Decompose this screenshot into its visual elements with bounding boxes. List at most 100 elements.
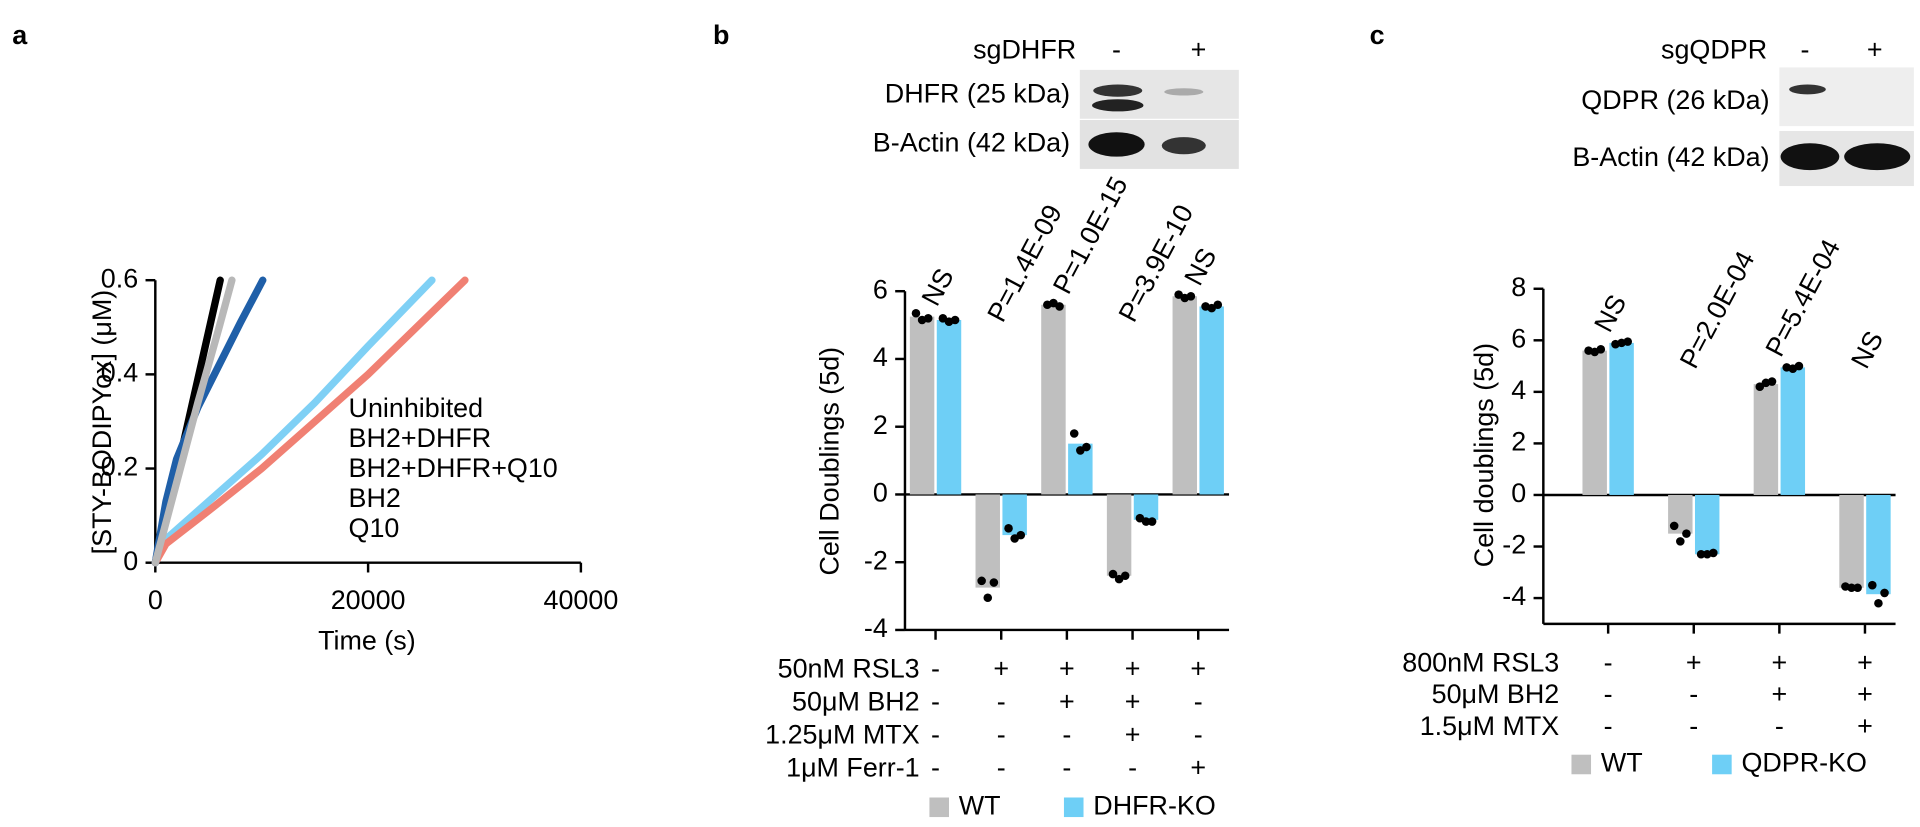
legend-entry: Uninhibited (349, 393, 484, 423)
replicate-point (950, 315, 960, 325)
replicate-point (1874, 598, 1883, 608)
panel-label: c (1370, 20, 1385, 50)
blot-image (1779, 67, 1914, 187)
y-tick-label: 2 (1511, 427, 1526, 457)
replicate-point (1794, 361, 1804, 371)
y-tick-label: 0.6 (101, 263, 138, 293)
replicate-point (923, 314, 933, 323)
treatment-sign: - (931, 752, 940, 782)
y-tick-label: 6 (873, 274, 888, 304)
treatment-sign: - (1062, 719, 1071, 749)
bar (1753, 384, 1779, 495)
replicate-point (1141, 517, 1151, 526)
replicate-point (1213, 300, 1223, 310)
treatment-sign: + (1857, 711, 1873, 741)
y-tick-label: 8 (1511, 272, 1526, 302)
blot-row-label: DHFR (25 kDa) (885, 79, 1070, 109)
legend-entry: QDPR-KO (1741, 748, 1867, 778)
bar (936, 320, 962, 495)
treatment-sign: + (1125, 719, 1141, 749)
bar (1609, 342, 1634, 495)
bar (1172, 296, 1198, 495)
blot-lane: + (1867, 35, 1883, 65)
treatment-sign: - (1604, 647, 1613, 677)
treatment-sign: + (1857, 647, 1873, 677)
replicate-point (1709, 548, 1718, 558)
treatment-label: 1.5μM MTX (1420, 711, 1560, 741)
blot-image (1079, 69, 1239, 169)
y-tick-label: 0 (1511, 478, 1526, 508)
treatment-sign: + (1125, 686, 1141, 716)
x-tick-label: 20000 (331, 585, 406, 615)
legend-entry: BH2+DHFR+Q10 (349, 453, 558, 483)
replicate-point (977, 576, 986, 586)
y-axis-label: Cell Doublings (5d) (815, 347, 845, 576)
treatment-sign: + (993, 653, 1009, 683)
treatment-sign: - (1194, 686, 1203, 716)
y-tick-label: 2 (873, 410, 888, 440)
treatment-label: 50nM RSL3 (778, 653, 920, 683)
y-tick-label: 0 (873, 478, 888, 508)
legend-entry: DHFR-KO (1093, 790, 1216, 820)
y-tick-label: -2 (864, 545, 888, 575)
replicate-point (1880, 588, 1889, 598)
replicate-point (1186, 292, 1196, 301)
replicate-point (989, 578, 999, 587)
bar (1780, 367, 1806, 495)
bar (1839, 494, 1864, 588)
replicate-point (1767, 377, 1777, 386)
replicate-point (1696, 549, 1706, 559)
treatment-sign: + (1857, 679, 1873, 709)
replicate-point (1147, 517, 1157, 526)
treatment-sign: - (931, 686, 940, 716)
legend-entry: BH2 (349, 483, 401, 513)
blot-header: sgQDPR (1661, 35, 1767, 65)
treatment-sign: + (1059, 686, 1075, 716)
blot-lane: + (1191, 35, 1207, 65)
series-line (151, 276, 436, 567)
bar (975, 494, 1000, 588)
treatment-sign: - (997, 719, 1006, 749)
y-tick-label: 0.2 (101, 452, 138, 482)
treatment-sign: - (997, 686, 1006, 716)
treatment-sign: + (1059, 653, 1075, 683)
treatment-label: 800nM RSL3 (1402, 647, 1559, 677)
replicate-point (1847, 583, 1856, 593)
y-tick-label: -4 (864, 613, 888, 643)
legend-entry: BH2+DHFR (349, 423, 492, 453)
p-value-label: NS (1588, 290, 1632, 337)
legend-entry: WT (1601, 748, 1643, 778)
p-value-label: P=2.0E-04 (1674, 246, 1761, 373)
replicate-point (1016, 530, 1026, 540)
treatment-sign: - (997, 752, 1006, 782)
treatment-sign: + (1772, 679, 1788, 709)
legend-swatch (1712, 754, 1732, 775)
panel-label: a (12, 20, 28, 50)
treatment-label: 1μM Ferr-1 (786, 752, 920, 782)
bar (1199, 306, 1224, 495)
p-value-label: P=1.0E-15 (1047, 172, 1134, 299)
treatment-sign: + (1686, 647, 1702, 677)
replicate-point (1669, 521, 1679, 531)
p-value-label: NS (916, 263, 960, 310)
legend-swatch (1063, 797, 1084, 818)
treatment-label: 50μM BH2 (1432, 679, 1560, 709)
treatment-sign: + (1190, 752, 1206, 782)
y-axis-label: Cell doublings (5d) (1469, 343, 1499, 567)
y-tick-label: 0 (123, 546, 138, 576)
treatment-sign: + (1125, 653, 1141, 683)
treatment-sign: - (1604, 679, 1613, 709)
y-tick-label: -4 (1502, 581, 1526, 611)
treatment-sign: + (1772, 647, 1788, 677)
replicate-point (911, 308, 921, 318)
replicate-point (1853, 583, 1862, 593)
x-axis-label: Time (s) (318, 625, 416, 655)
treatment-sign: - (1128, 752, 1137, 782)
replicate-point (1676, 537, 1685, 546)
bar (909, 316, 935, 495)
bar (1582, 350, 1607, 495)
replicate-point (1596, 345, 1606, 354)
legend-entry: WT (959, 790, 1001, 820)
p-value-label: NS (1845, 326, 1889, 373)
